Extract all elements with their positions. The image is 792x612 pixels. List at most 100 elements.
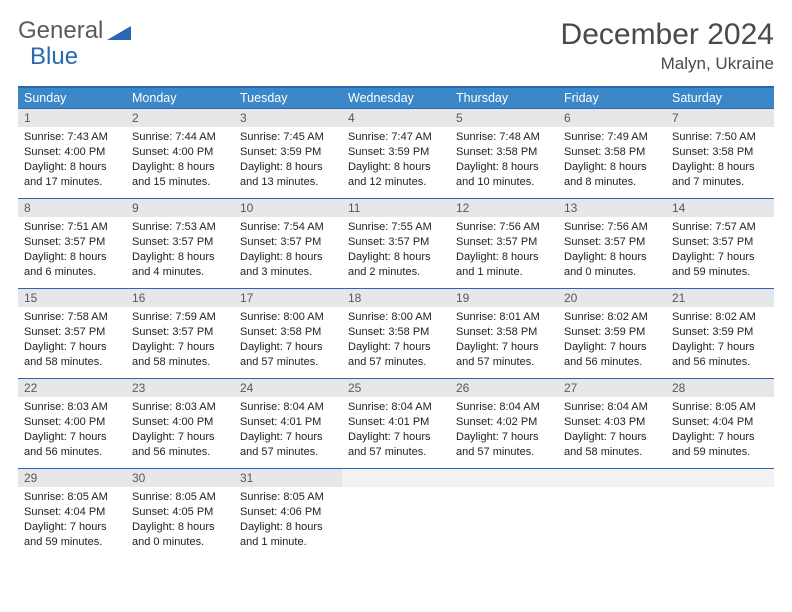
day-line: Sunrise: 8:01 AM: [456, 310, 552, 325]
day-number: 6: [558, 108, 666, 127]
calendar-cell: [450, 468, 558, 558]
day-number: 29: [18, 468, 126, 487]
day-line: Daylight: 7 hours: [456, 430, 552, 445]
day-number: 1: [18, 108, 126, 127]
day-line: Daylight: 7 hours: [672, 340, 768, 355]
day-line: Sunrise: 8:02 AM: [564, 310, 660, 325]
weekday-header: Tuesday: [234, 87, 342, 108]
day-body: Sunrise: 7:59 AMSunset: 3:57 PMDaylight:…: [126, 307, 234, 373]
day-line: Daylight: 8 hours: [672, 160, 768, 175]
day-body: Sunrise: 8:05 AMSunset: 4:05 PMDaylight:…: [126, 487, 234, 553]
calendar-cell: 17Sunrise: 8:00 AMSunset: 3:58 PMDayligh…: [234, 288, 342, 378]
day-body: Sunrise: 8:01 AMSunset: 3:58 PMDaylight:…: [450, 307, 558, 373]
calendar-cell: 26Sunrise: 8:04 AMSunset: 4:02 PMDayligh…: [450, 378, 558, 468]
calendar-cell: 21Sunrise: 8:02 AMSunset: 3:59 PMDayligh…: [666, 288, 774, 378]
calendar-cell: 31Sunrise: 8:05 AMSunset: 4:06 PMDayligh…: [234, 468, 342, 558]
day-line: Sunrise: 8:05 AM: [24, 490, 120, 505]
day-line: Daylight: 8 hours: [24, 250, 120, 265]
calendar-row: 29Sunrise: 8:05 AMSunset: 4:04 PMDayligh…: [18, 468, 774, 558]
calendar-cell: 19Sunrise: 8:01 AMSunset: 3:58 PMDayligh…: [450, 288, 558, 378]
day-line: and 7 minutes.: [672, 175, 768, 190]
calendar-cell: 4Sunrise: 7:47 AMSunset: 3:59 PMDaylight…: [342, 108, 450, 198]
day-line: Sunrise: 7:45 AM: [240, 130, 336, 145]
day-line: and 57 minutes.: [240, 355, 336, 370]
day-line: and 15 minutes.: [132, 175, 228, 190]
day-number: 16: [126, 288, 234, 307]
day-line: and 4 minutes.: [132, 265, 228, 280]
day-number: 24: [234, 378, 342, 397]
day-line: Sunset: 3:59 PM: [564, 325, 660, 340]
day-body: Sunrise: 8:02 AMSunset: 3:59 PMDaylight:…: [558, 307, 666, 373]
day-line: Sunset: 3:59 PM: [672, 325, 768, 340]
day-line: Daylight: 8 hours: [24, 160, 120, 175]
day-number: 11: [342, 198, 450, 217]
day-body: Sunrise: 8:05 AMSunset: 4:04 PMDaylight:…: [666, 397, 774, 463]
day-line: and 59 minutes.: [672, 445, 768, 460]
day-line: and 8 minutes.: [564, 175, 660, 190]
weekday-header: Monday: [126, 87, 234, 108]
weekday-header: Wednesday: [342, 87, 450, 108]
day-line: and 59 minutes.: [24, 535, 120, 550]
day-line: Sunset: 3:58 PM: [456, 325, 552, 340]
day-line: and 57 minutes.: [456, 355, 552, 370]
calendar-row: 15Sunrise: 7:58 AMSunset: 3:57 PMDayligh…: [18, 288, 774, 378]
location: Malyn, Ukraine: [561, 54, 774, 74]
calendar-cell: 24Sunrise: 8:04 AMSunset: 4:01 PMDayligh…: [234, 378, 342, 468]
day-line: Daylight: 7 hours: [24, 340, 120, 355]
day-line: and 3 minutes.: [240, 265, 336, 280]
calendar-cell: 14Sunrise: 7:57 AMSunset: 3:57 PMDayligh…: [666, 198, 774, 288]
day-line: Daylight: 7 hours: [564, 430, 660, 445]
day-number: 22: [18, 378, 126, 397]
day-line: and 0 minutes.: [132, 535, 228, 550]
calendar-cell: 20Sunrise: 8:02 AMSunset: 3:59 PMDayligh…: [558, 288, 666, 378]
day-line: Sunset: 3:57 PM: [672, 235, 768, 250]
day-line: and 1 minute.: [240, 535, 336, 550]
day-number: 7: [666, 108, 774, 127]
day-body: Sunrise: 7:55 AMSunset: 3:57 PMDaylight:…: [342, 217, 450, 283]
day-body: Sunrise: 8:00 AMSunset: 3:58 PMDaylight:…: [234, 307, 342, 373]
day-line: Daylight: 8 hours: [132, 250, 228, 265]
day-line: Sunrise: 8:04 AM: [456, 400, 552, 415]
day-line: Sunset: 3:57 PM: [240, 235, 336, 250]
day-body: Sunrise: 7:44 AMSunset: 4:00 PMDaylight:…: [126, 127, 234, 193]
day-number-empty: [342, 468, 450, 487]
calendar-cell: 18Sunrise: 8:00 AMSunset: 3:58 PMDayligh…: [342, 288, 450, 378]
day-body: Sunrise: 8:04 AMSunset: 4:03 PMDaylight:…: [558, 397, 666, 463]
day-number: 25: [342, 378, 450, 397]
day-line: Sunrise: 7:48 AM: [456, 130, 552, 145]
calendar-cell: 3Sunrise: 7:45 AMSunset: 3:59 PMDaylight…: [234, 108, 342, 198]
day-line: Sunset: 3:57 PM: [132, 325, 228, 340]
day-line: Daylight: 7 hours: [348, 340, 444, 355]
calendar-table: Sunday Monday Tuesday Wednesday Thursday…: [18, 86, 774, 558]
day-line: Sunrise: 7:58 AM: [24, 310, 120, 325]
day-body: Sunrise: 7:58 AMSunset: 3:57 PMDaylight:…: [18, 307, 126, 373]
day-number-empty: [666, 468, 774, 487]
day-number: 19: [450, 288, 558, 307]
day-line: Sunrise: 7:56 AM: [564, 220, 660, 235]
calendar-cell: 6Sunrise: 7:49 AMSunset: 3:58 PMDaylight…: [558, 108, 666, 198]
logo-word-2: Blue: [30, 44, 131, 70]
day-number: 18: [342, 288, 450, 307]
day-body: Sunrise: 7:56 AMSunset: 3:57 PMDaylight:…: [450, 217, 558, 283]
day-body: Sunrise: 7:45 AMSunset: 3:59 PMDaylight:…: [234, 127, 342, 193]
day-line: and 58 minutes.: [132, 355, 228, 370]
day-line: Sunset: 4:00 PM: [24, 145, 120, 160]
day-line: Daylight: 7 hours: [672, 430, 768, 445]
day-line: and 13 minutes.: [240, 175, 336, 190]
calendar-row: 1Sunrise: 7:43 AMSunset: 4:00 PMDaylight…: [18, 108, 774, 198]
day-line: Sunrise: 7:47 AM: [348, 130, 444, 145]
weekday-header: Friday: [558, 87, 666, 108]
day-line: Sunset: 3:59 PM: [348, 145, 444, 160]
day-number: 28: [666, 378, 774, 397]
logo-word-1: General: [18, 18, 103, 44]
calendar-cell: 8Sunrise: 7:51 AMSunset: 3:57 PMDaylight…: [18, 198, 126, 288]
day-line: Sunrise: 8:04 AM: [348, 400, 444, 415]
day-line: Sunset: 4:04 PM: [24, 505, 120, 520]
day-line: Sunrise: 7:51 AM: [24, 220, 120, 235]
day-body: Sunrise: 8:04 AMSunset: 4:01 PMDaylight:…: [342, 397, 450, 463]
day-number: 27: [558, 378, 666, 397]
day-line: Daylight: 7 hours: [132, 340, 228, 355]
day-line: and 57 minutes.: [348, 445, 444, 460]
logo-triangle-icon: [107, 22, 131, 40]
day-line: and 10 minutes.: [456, 175, 552, 190]
